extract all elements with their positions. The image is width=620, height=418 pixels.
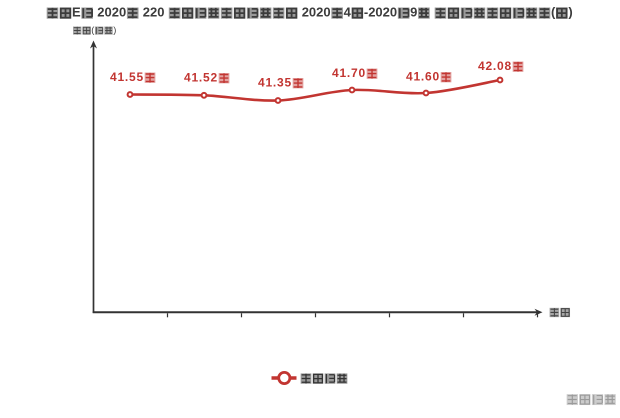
svg-text:2020: 2020 [97,5,126,20]
svg-text:4: 4 [344,5,352,20]
svg-text:41.60: 41.60 [406,69,440,83]
svg-text:9: 9 [410,5,417,20]
svg-text:41.52: 41.52 [184,70,218,84]
svg-text:(: ( [551,5,556,20]
svg-text:): ) [568,5,572,20]
svg-text:220: 220 [143,5,165,20]
svg-text:): ) [113,24,116,35]
svg-text:41.70: 41.70 [332,66,366,80]
svg-text:42.08: 42.08 [478,59,512,73]
svg-text:(: ( [91,24,95,35]
svg-text:41.55: 41.55 [110,70,144,84]
svg-text:2020: 2020 [302,5,331,20]
svg-text:-2020: -2020 [364,5,397,20]
svg-text:E: E [72,5,81,20]
svg-text:41.35: 41.35 [258,75,292,89]
